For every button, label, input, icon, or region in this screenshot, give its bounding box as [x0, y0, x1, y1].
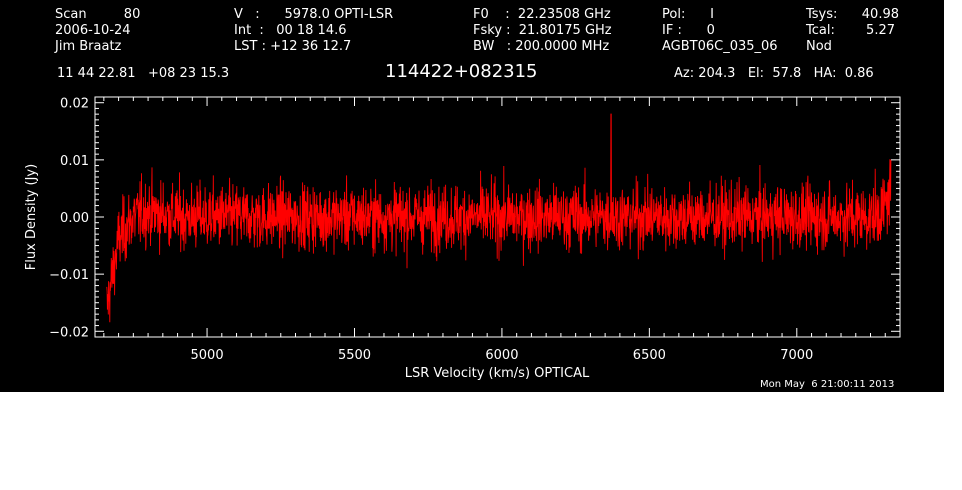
int-label: Int : 00 18 14.6 [234, 23, 347, 38]
x-tick-label: 7000 [780, 348, 813, 363]
velocity-label: V : 5978.0 OPTI-LSR [234, 7, 394, 22]
source-title: 114422+082315 [385, 61, 538, 82]
timestamp: Mon May 6 21:00:11 2013 [760, 379, 895, 390]
lst-label: LST : +12 36 12.7 [234, 39, 352, 54]
az-el-ha: Az: 204.3 El: 57.8 HA: 0.86 [674, 66, 874, 81]
spectrum-trace [106, 113, 892, 323]
tsys-label: Tsys: [806, 7, 838, 22]
y-tick-label: 0.02 [60, 97, 89, 112]
date-label: 2006-10-24 [55, 23, 131, 38]
y-tick-label: −0.02 [49, 325, 89, 340]
pol-label: Pol: I [662, 7, 714, 22]
scan-label: Scan 80 [55, 7, 141, 22]
axis-ticks: 5000 5500 6000 6500 7000 −0.02 −0.01 0.00 0.01 0.… [49, 96, 900, 363]
project-label: AGBT06C_035_06 [662, 39, 778, 54]
x-tick-label: 6000 [485, 348, 518, 363]
y-tick-label: 0.01 [60, 154, 89, 169]
ra-dec-coords: 11 44 22.81 +08 23 15.3 [57, 66, 230, 81]
nod-label: Nod [806, 39, 832, 54]
fsky-label: Fsky : 21.80175 GHz [473, 23, 612, 38]
tcal-label: Tcal: [806, 23, 835, 38]
y-tick-label: −0.01 [49, 268, 89, 283]
x-tick-label: 5500 [338, 348, 371, 363]
f0-label: F0 : 22.23508 GHz [473, 7, 611, 22]
if-label: IF : 0 [662, 23, 715, 38]
y-axis-label: Flux Density (Jy) [24, 164, 39, 270]
y-tick-label: 0.00 [60, 211, 89, 226]
tsys-value: 40.98 [861, 7, 899, 22]
tcal-value: 5.27 [866, 23, 895, 38]
x-axis-label: LSR Velocity (km/s) OPTICAL [405, 366, 590, 381]
bw-label: BW : 200.0000 MHz [473, 39, 610, 54]
plot-panel: Scan 80 2006-10-24 Jim Braatz V : 5978.0… [0, 0, 944, 392]
observer-label: Jim Braatz [55, 39, 122, 54]
x-tick-label: 6500 [633, 348, 666, 363]
series-line [106, 113, 892, 323]
spectrum-chart: 5000 5500 6000 6500 7000 −0.02 −0.01 0.00 0.01 0.… [24, 96, 901, 381]
x-tick-label: 5000 [191, 348, 224, 363]
